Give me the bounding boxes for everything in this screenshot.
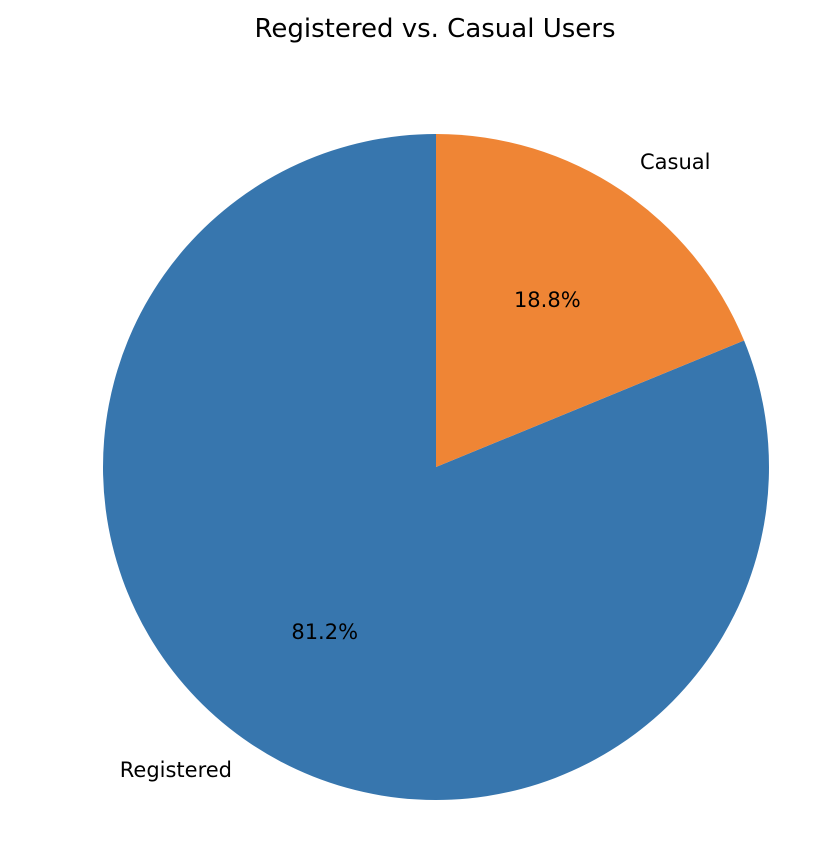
pie-slices [103, 134, 770, 800]
pct-label-casual: 18.8% [514, 288, 581, 312]
pct-label-registered: 81.2% [291, 620, 358, 644]
chart-title: Registered vs. Casual Users [254, 14, 615, 44]
slice-label-registered: Registered [120, 758, 232, 782]
pie-labels: Registered 81.2% Casual 18.8% [120, 150, 711, 782]
pie-slice-registered [103, 134, 770, 800]
pie-slice-casual [436, 134, 745, 467]
slice-label-casual: Casual [640, 150, 711, 174]
